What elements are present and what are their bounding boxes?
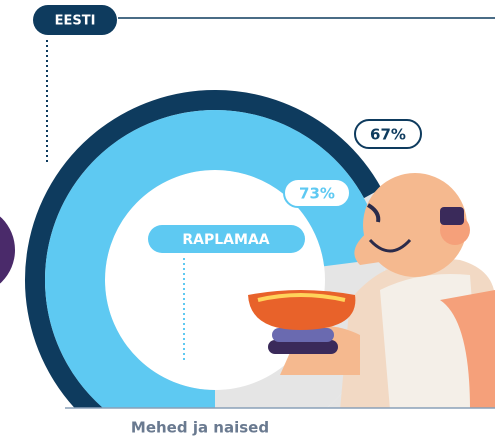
value-label: 73%	[299, 185, 335, 203]
region-label: RAPLAMAA	[182, 232, 269, 248]
eesti-label: EESTI	[55, 14, 96, 29]
illustration	[248, 173, 495, 410]
side-circle	[0, 205, 15, 295]
rings	[35, 100, 395, 440]
chart: EESTI RAPLAMAA 67% 73% Mehed ja naised	[0, 0, 495, 440]
caption: Mehed ja naised	[131, 419, 269, 437]
value-label: 67%	[370, 126, 406, 144]
